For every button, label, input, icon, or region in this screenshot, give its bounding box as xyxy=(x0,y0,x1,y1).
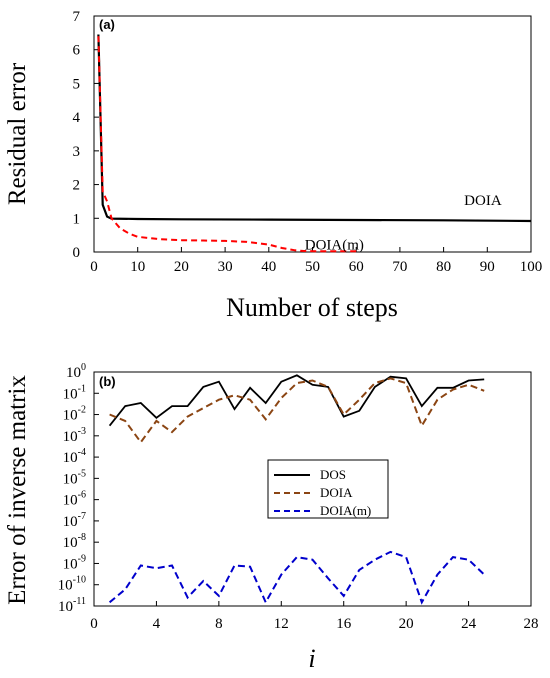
panel-a-series xyxy=(97,34,532,253)
panel-b-x-tick-label: 20 xyxy=(399,616,414,632)
panel-a-label: (a) xyxy=(99,17,115,32)
panel-b-y-tick-label: 10-7 xyxy=(63,511,86,530)
panel-a-y-tick-label: 0 xyxy=(73,245,81,261)
panel-b-y-tick-label: 10-10 xyxy=(58,575,86,594)
panel-a-frame xyxy=(93,15,532,253)
panel-b-y-tick-exponent: -5 xyxy=(78,468,86,479)
panel-b-y-tick-label: 10-1 xyxy=(63,383,86,402)
panel-b-y-tick-base: 10 xyxy=(63,429,78,445)
panel-b-x-tick-label: 4 xyxy=(153,616,161,632)
panel-b-y-axis-label: Error of inverse matrix xyxy=(4,375,31,605)
panel-a-x-tick-label: 20 xyxy=(174,259,189,275)
panel-b-y-tick-base: 10 xyxy=(63,450,78,466)
panel-a-x-tick-label: 30 xyxy=(218,259,233,275)
panel-a-x-tick-label: 0 xyxy=(90,259,98,275)
panel-b: (b) 0 4 8 12 16 20 24 28 10010-110-210-310-410-… xyxy=(4,362,539,673)
panel-b-y-tick-label: 10-8 xyxy=(63,532,86,551)
panel-b-y-tick-exponent: -11 xyxy=(73,596,86,607)
panel-a-series-line-doia xyxy=(97,34,532,223)
panel-b-x-tick-label: 12 xyxy=(274,616,289,632)
panel-a-y-tick-label: 2 xyxy=(73,178,81,194)
panel-b-y-tick-label: 10-5 xyxy=(63,468,86,487)
panel-b-y-tick-exponent: -3 xyxy=(78,426,86,437)
panel-a-series-line-doia-m- xyxy=(97,36,357,253)
panel-b-y-tick-exponent: -4 xyxy=(78,447,86,458)
panel-b-y-tick-exponent: -9 xyxy=(78,553,86,564)
panel-b-y-tick-exponent: -6 xyxy=(78,490,86,501)
panel-b-y-tick-exponent: -2 xyxy=(78,405,86,416)
panel-b-series xyxy=(108,374,485,605)
panel-a-x-tick-label: 90 xyxy=(480,259,495,275)
panel-b-legend: DOS DOIA DOIA(m) xyxy=(267,459,389,519)
panel-b-y-tick-base: 10 xyxy=(63,556,78,572)
panel-a-x-tick-label: 40 xyxy=(261,259,276,275)
panel-b-x-tick-label: 24 xyxy=(461,616,477,632)
panel-a-annotation: DOIA(m) xyxy=(305,237,364,253)
panel-b-label: (b) xyxy=(99,374,116,389)
panel-b-y-tick-exponent: 0 xyxy=(81,362,86,373)
panel-a-annotation: DOIA xyxy=(464,193,502,209)
legend-label: DOIA(m) xyxy=(320,503,371,518)
panel-a-x-tick-label: 50 xyxy=(305,259,320,275)
panel-b-y-tick-label: 10-4 xyxy=(63,447,86,466)
panel-b-y-tick-label: 10-11 xyxy=(58,596,86,615)
panel-b-frame xyxy=(93,371,532,607)
panel-b-x-tick-label: 28 xyxy=(524,616,539,632)
panel-a-y-tick-label: 1 xyxy=(73,211,81,227)
panel-b-x-axis-label: i xyxy=(308,644,315,673)
panel-b-y-tick-label: 100 xyxy=(66,362,86,381)
panel-a-y-tick-label: 3 xyxy=(73,144,81,160)
panel-b-y-tick-exponent: -1 xyxy=(78,383,86,394)
panel-a: (a) 0 10 20 30 40 50 60 70 80 90 100 0 1 2 3 4 5 6 7 DOIA… xyxy=(4,9,542,322)
panel-b-y-tick-base: 10 xyxy=(63,535,78,551)
panel-a-x-axis-label: Number of steps xyxy=(226,293,398,322)
legend-box xyxy=(267,459,389,519)
panel-b-x-tick-label: 8 xyxy=(215,616,223,632)
panel-a-x-tick-label: 70 xyxy=(392,259,407,275)
panel-b-y-tick-base: 10 xyxy=(63,514,78,530)
panel-b-y-tick-base: 10 xyxy=(63,493,78,509)
panel-a-annotations: DOIA DOIA(m) xyxy=(305,193,502,254)
panel-b-series-line-dos xyxy=(108,374,485,427)
panel-b-y-tick-label: 10-2 xyxy=(63,405,86,424)
panel-b-series-line-doia xyxy=(109,377,485,444)
panel-a-y-ticks: 0 1 2 3 4 5 6 7 xyxy=(73,9,99,261)
legend-label: DOIA xyxy=(320,485,353,500)
panel-b-y-tick-base: 10 xyxy=(63,408,78,424)
panel-a-y-tick-label: 6 xyxy=(73,43,81,59)
panel-a-y-tick-label: 4 xyxy=(73,110,81,126)
panel-b-y-tick-exponent: -8 xyxy=(78,532,86,543)
panel-b-y-tick-base: 10 xyxy=(66,365,81,381)
panel-b-y-tick-exponent: -10 xyxy=(73,575,86,586)
panel-b-y-tick-base: 10 xyxy=(58,578,73,594)
panel-a-x-tick-label: 80 xyxy=(436,259,451,275)
panel-b-y-tick-base: 10 xyxy=(58,599,73,615)
panel-b-x-ticks: 0 4 8 12 16 20 24 28 xyxy=(90,601,539,632)
panel-a-x-tick-label: 60 xyxy=(349,259,364,275)
panel-a-x-tick-label: 10 xyxy=(130,259,145,275)
panel-b-x-tick-label: 0 xyxy=(90,616,98,632)
panel-b-y-ticks: 10010-110-210-310-410-510-610-710-810-91… xyxy=(58,362,99,615)
panel-b-x-tick-label: 16 xyxy=(336,616,352,632)
panel-b-y-tick-label: 10-9 xyxy=(63,553,86,572)
panel-b-y-tick-base: 10 xyxy=(63,471,78,487)
panel-a-x-ticks: 0 10 20 30 40 50 60 70 80 90 100 xyxy=(90,247,542,275)
panel-b-y-tick-label: 10-6 xyxy=(63,490,86,509)
panel-b-series-line-doia-m- xyxy=(108,550,485,605)
panel-b-y-tick-exponent: -7 xyxy=(78,511,86,522)
panel-b-y-tick-label: 10-3 xyxy=(63,426,86,445)
legend-label: DOS xyxy=(320,467,346,482)
panel-a-y-tick-label: 7 xyxy=(73,9,81,25)
panel-b-y-tick-base: 10 xyxy=(63,386,78,402)
panel-a-y-tick-label: 5 xyxy=(73,76,81,92)
panel-a-y-axis-label: Residual error xyxy=(4,62,31,205)
panel-a-x-tick-label: 100 xyxy=(520,259,543,275)
